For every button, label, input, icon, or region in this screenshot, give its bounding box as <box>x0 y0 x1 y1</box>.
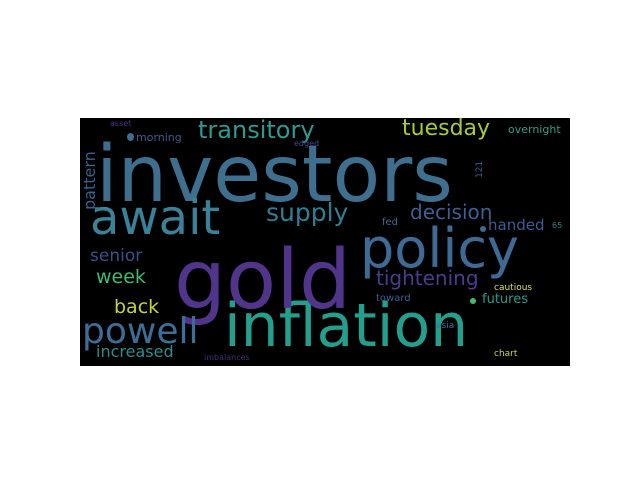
word-fed: fed <box>382 217 399 228</box>
word-senior: senior <box>90 246 143 266</box>
word-policy: policy <box>360 217 519 280</box>
word-morning: morning <box>136 131 182 144</box>
word-investors: investors <box>96 130 453 220</box>
word-futures: futures <box>482 292 528 307</box>
word-num65: 65 <box>552 221 563 230</box>
word-edged: edged <box>294 139 320 148</box>
word-tuesday: tuesday <box>402 118 491 141</box>
word-handed: handed <box>488 216 545 234</box>
word-supply: supply <box>266 198 349 227</box>
word-tightening: tightening <box>376 266 479 290</box>
word-decision: decision <box>410 200 493 224</box>
word-asia: asia <box>436 321 455 331</box>
word-asset: asset <box>110 119 132 128</box>
dot-mark <box>127 133 134 141</box>
word-week: week <box>96 266 146 288</box>
word-inflation: inflation <box>224 291 469 361</box>
word-powell: powell <box>82 311 199 352</box>
word-num121: 121 <box>475 160 485 178</box>
word-imbalances: imbalances <box>204 353 250 362</box>
word-cloud-canvas: investors inflation gold await policy po… <box>80 118 570 366</box>
word-transitory: transitory <box>198 118 315 144</box>
dot-mark <box>470 298 476 304</box>
word-overnight: overnight <box>508 123 561 136</box>
word-gold: gold <box>174 233 352 328</box>
word-chart: chart <box>494 349 518 359</box>
dot-mark <box>480 226 486 232</box>
word-pattern: pattern <box>80 151 99 210</box>
word-increased: increased <box>96 342 174 361</box>
word-back: back <box>114 296 160 318</box>
word-cautious: cautious <box>494 283 533 293</box>
word-toward: toward <box>376 293 411 304</box>
word-await: await <box>90 190 221 246</box>
